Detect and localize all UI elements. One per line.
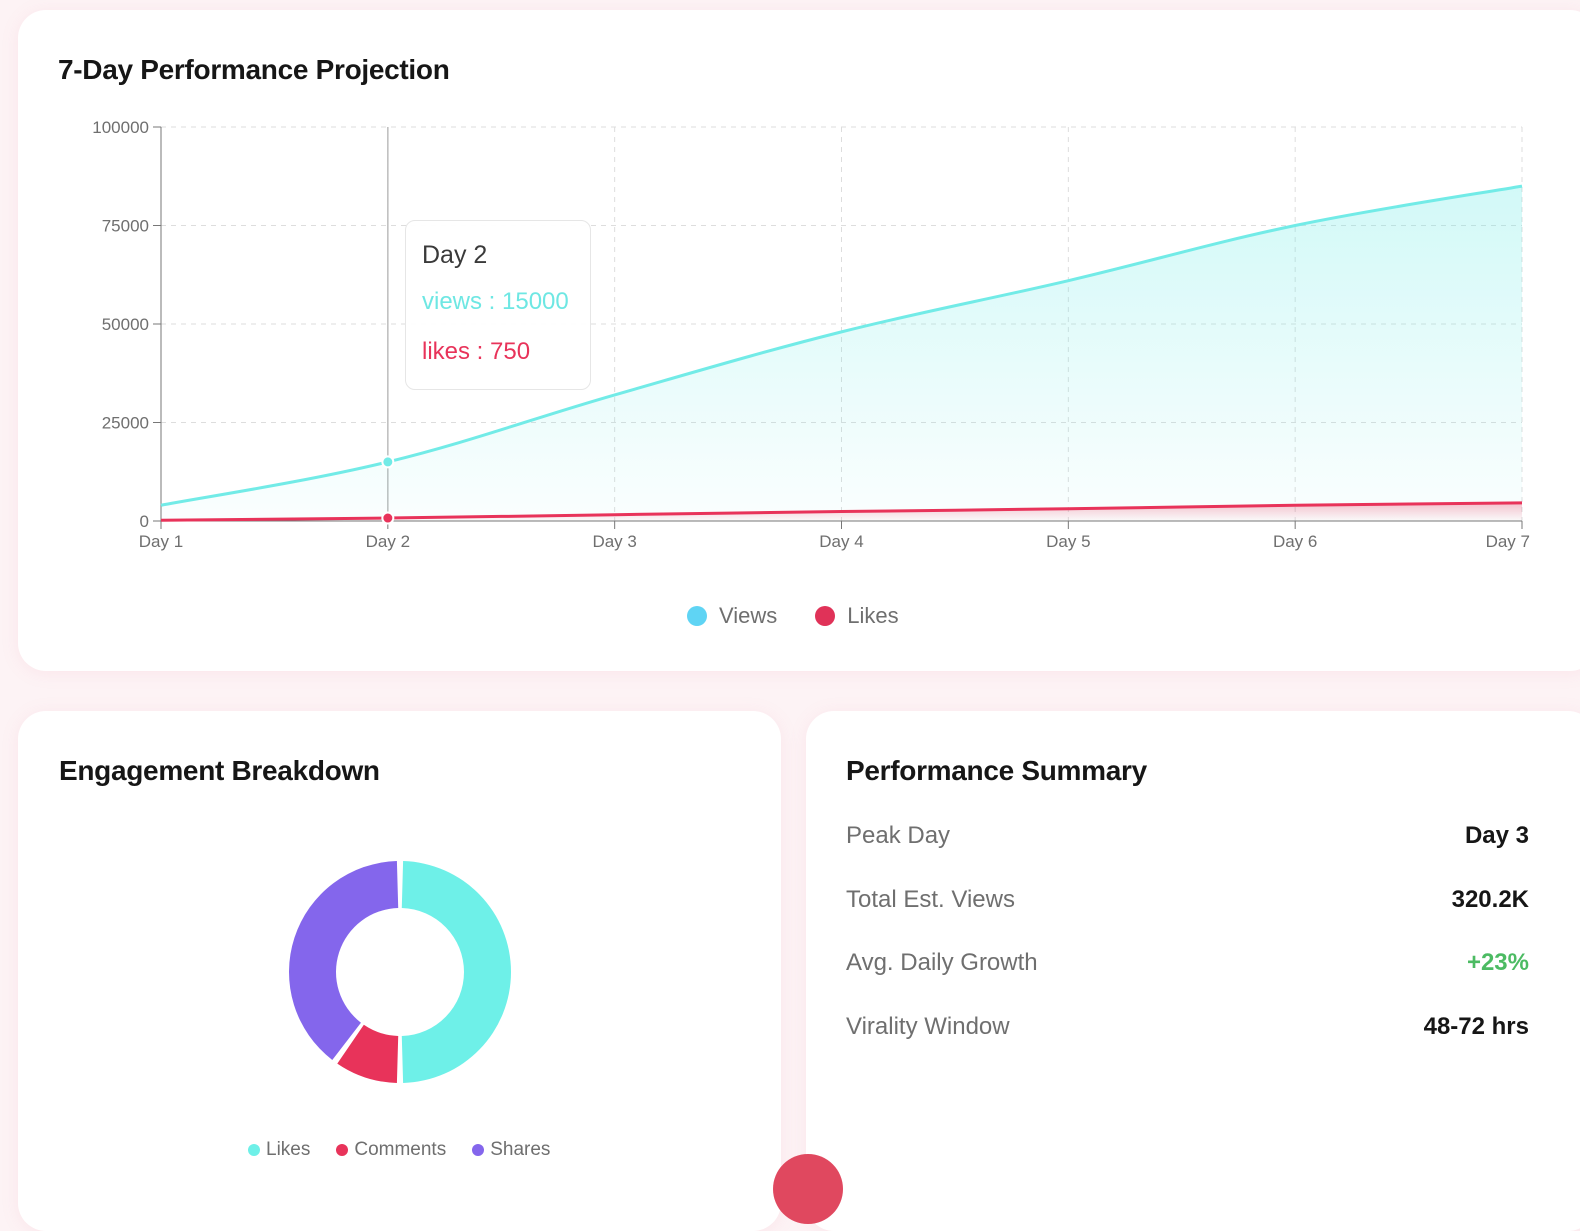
tooltip-views: views : 15000 [422,288,569,315]
x-tick-label: Day 4 [819,532,863,551]
summary-value: 48-72 hrs [1423,1013,1529,1040]
summary-label: Peak Day [846,822,951,849]
legend-label-views: Views [719,603,778,628]
y-tick-label: 50000 [102,315,149,334]
projection-title: 7-Day Performance Projection [58,54,450,85]
summary-value: +23% [1466,949,1529,976]
summary-value: Day 3 [1464,822,1529,849]
summary-row-daily-growth: Avg. Daily Growth +23% [846,949,1529,977]
legend-label-likes-share: Likes [266,1139,311,1160]
legend-item-comments[interactable]: Comments [336,1139,446,1161]
x-tick-label: Day 5 [1046,532,1090,551]
donut-slice-likes [401,861,512,1083]
summary-label: Total Est. Views [846,886,1015,913]
tooltip-likes: likes : 750 [422,338,531,365]
legend-dot-shares [472,1144,485,1156]
summary-title: Performance Summary [846,755,1147,786]
legend-dot-views [687,606,707,626]
donut-slice-comments [337,1024,399,1083]
tooltip-day: Day 2 [422,241,488,269]
summary-row-total-views: Total Est. Views 320.2K [846,886,1529,914]
x-tick-label: Day 1 [139,532,183,551]
engagement-legend: Likes Comments Shares [248,1139,550,1161]
projection-legend: Views Likes [687,603,899,629]
legend-dot-comments [336,1144,349,1156]
summary-row-peak-day: Peak Day Day 3 [846,822,1529,850]
legend-item-shares[interactable]: Shares [472,1139,550,1161]
summary-label: Virality Window [846,1013,1010,1040]
legend-item-likes[interactable]: Likes [815,603,899,629]
summary-label: Avg. Daily Growth [846,949,1038,976]
legend-label-likes: Likes [847,603,899,628]
legend-dot-likes-share [248,1144,260,1156]
legend-label-shares: Shares [490,1139,551,1160]
area-views [161,186,1522,521]
donut-slice-shares [289,861,399,1060]
projection-chart[interactable]: 0 25000 50000 75000 100000 Day 1 Day 2 Day 3 Day… [0,0,1580,600]
y-tick-label: 100000 [92,118,149,137]
summary-row-virality-window: Virality Window 48-72 hrs [846,1013,1529,1041]
active-point-likes [381,511,395,525]
legend-item-views[interactable]: Views [687,603,777,629]
y-tick-label: 25000 [102,414,149,433]
summary-card: Performance Summary [806,711,1580,1231]
legend-dot-likes [815,606,836,626]
x-tick-label: Day 2 [366,532,410,551]
x-tick-label: Day 7 [1486,532,1530,551]
y-tick-label: 0 [140,512,149,531]
legend-label-comments: Comments [354,1139,447,1160]
engagement-card: Engagement Breakdown [18,711,781,1231]
summary-value: 320.2K [1451,886,1529,913]
floating-action-button[interactable] [773,1154,843,1224]
legend-item-likes-share[interactable]: Likes [248,1139,310,1161]
engagement-title: Engagement Breakdown [59,755,380,786]
x-tick-label: Day 3 [592,532,636,551]
chart-tooltip: Day 2 views : 15000 likes : 750 [405,220,591,390]
engagement-donut-chart[interactable] [270,842,530,1102]
y-tick-label: 75000 [102,217,149,236]
active-point-views [381,455,395,469]
x-tick-label: Day 6 [1273,532,1317,551]
